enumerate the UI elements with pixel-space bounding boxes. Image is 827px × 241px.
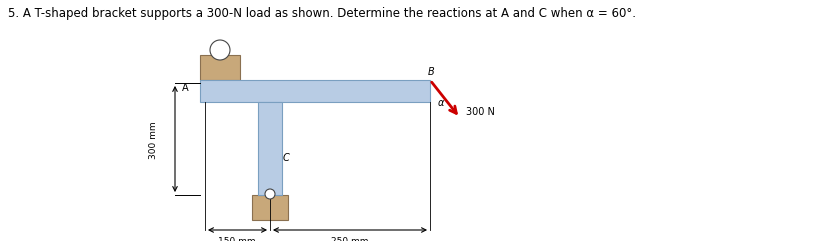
Bar (200, 80, 429, 102)
Text: A: A (181, 83, 188, 93)
Bar (251, 195, 288, 220)
Text: 300 N: 300 N (466, 107, 495, 117)
Circle shape (265, 189, 275, 199)
Text: C: C (283, 153, 289, 163)
Circle shape (210, 40, 230, 60)
Text: 250 mm: 250 mm (331, 237, 368, 241)
Text: B: B (428, 67, 434, 77)
Bar (200, 55, 240, 80)
Text: 150 mm: 150 mm (218, 237, 256, 241)
Text: 300 mm: 300 mm (148, 121, 157, 159)
Text: 5. A T-shaped bracket supports a 300-N load as shown. Determine the reactions at: 5. A T-shaped bracket supports a 300-N l… (8, 7, 635, 20)
Text: α: α (437, 98, 444, 108)
Bar (258, 102, 282, 195)
